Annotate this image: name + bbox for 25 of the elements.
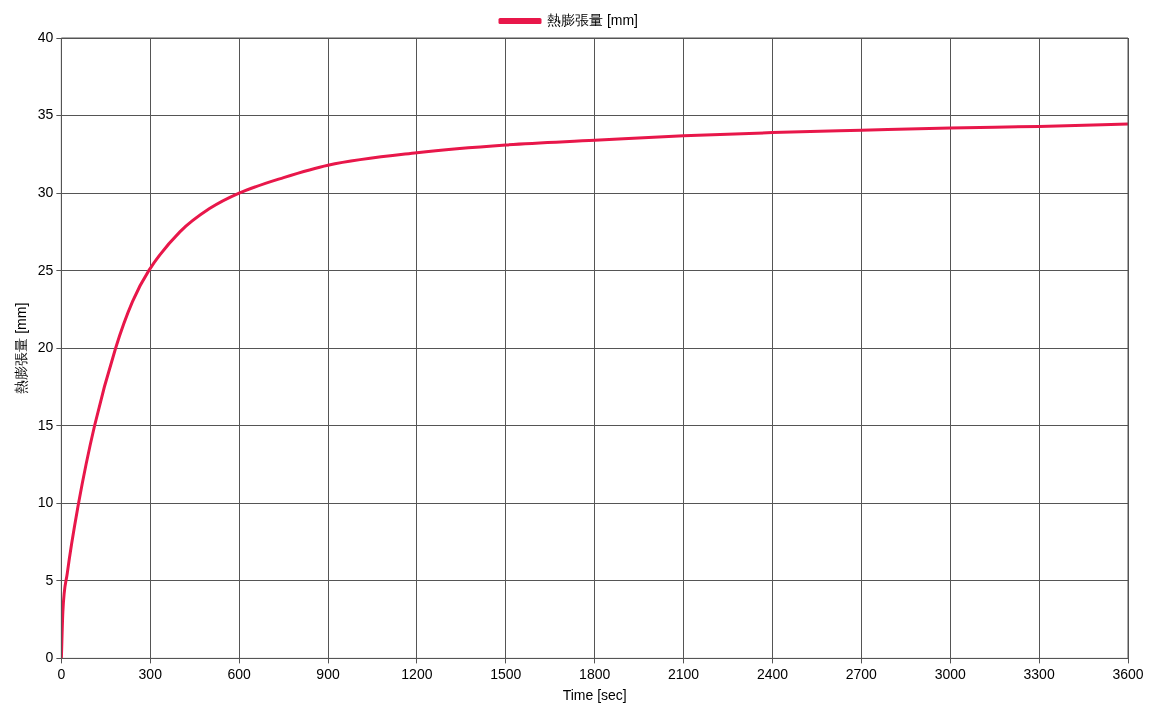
y-tick-label: 40 (37, 28, 54, 45)
x-tick-label: 2100 (667, 665, 700, 682)
x-tick-label: 2700 (845, 665, 878, 682)
y-tick-label: 35 (37, 106, 54, 123)
y-axis-title: 熱膨張量 [mm] (13, 302, 30, 394)
x-tick-label: 3300 (1023, 665, 1055, 682)
y-tick-label: 15 (37, 416, 54, 433)
x-tick-label: 900 (316, 665, 340, 682)
x-tick-label: 1500 (490, 665, 522, 682)
y-tick-label: 20 (37, 339, 54, 356)
y-tick-label: 10 (37, 494, 54, 511)
x-tick-label: 0 (57, 665, 66, 682)
x-axis-title: Time [sec] (562, 687, 627, 704)
x-tick-label: 1800 (579, 665, 611, 682)
x-tick-label: 600 (227, 665, 252, 682)
x-tick-label: 300 (138, 665, 163, 682)
y-tick-label: 5 (45, 571, 54, 588)
legend-label: 熱膨張量 [mm] (547, 11, 638, 28)
y-tick-label: 25 (37, 261, 54, 278)
x-tick-label: 3600 (1112, 665, 1144, 682)
x-tick-label: 3000 (934, 665, 967, 682)
y-tick-label: 30 (37, 183, 54, 200)
y-tick-label: 0 (45, 649, 54, 666)
x-tick-label: 2400 (756, 665, 789, 682)
x-tick-label: 1200 (401, 665, 433, 682)
